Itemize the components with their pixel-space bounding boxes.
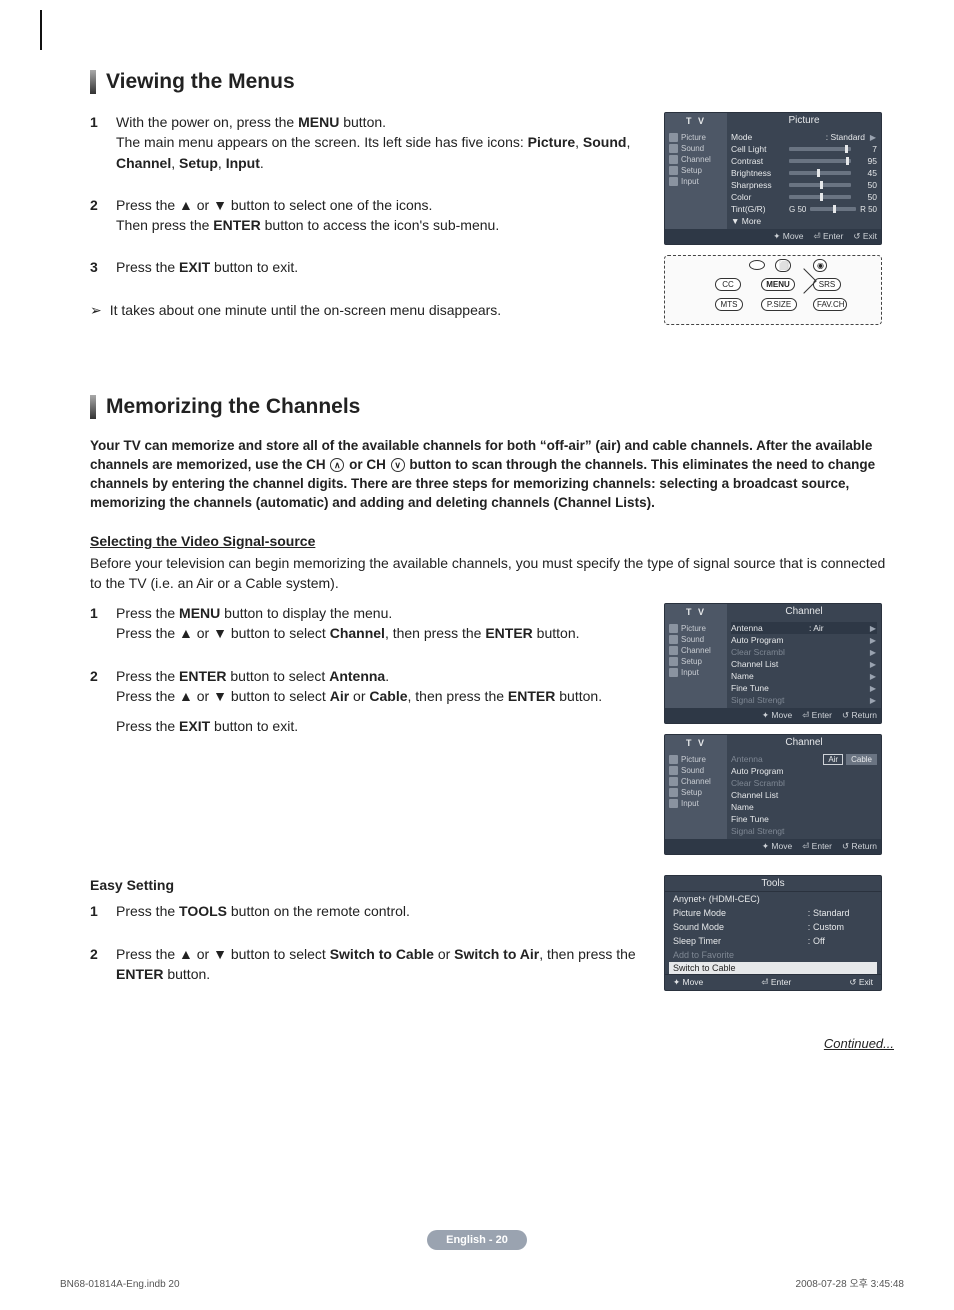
subhead-selecting: Selecting the Video Signal-source bbox=[90, 533, 894, 549]
footer-right: 2008-07-28 오후 3:45:48 bbox=[796, 1275, 904, 1290]
osd-side-item: Sound bbox=[667, 634, 725, 645]
heading-title: Viewing the Menus bbox=[106, 70, 295, 94]
step-body: Press the TOOLS button on the remote con… bbox=[116, 901, 644, 921]
osd-side-item: Channel bbox=[667, 154, 725, 165]
osd-side-item: Channel bbox=[667, 776, 725, 787]
section2-right1: T VChannelPictureSoundChannelSetupInputA… bbox=[664, 603, 894, 865]
osd-side-item: Setup bbox=[667, 165, 725, 176]
step-item: 2Press the ▲ or ▼ button to select Switc… bbox=[90, 944, 644, 985]
remote-button: FAV.CH bbox=[813, 298, 847, 311]
osd-side-item: Sound bbox=[667, 765, 725, 776]
step-number: 2 bbox=[90, 944, 116, 985]
remote-button: ⬜ bbox=[775, 259, 791, 272]
section1-right: T VPicturePictureSoundChannelSetupInputM… bbox=[664, 112, 894, 325]
osd-side-item: Setup bbox=[667, 656, 725, 667]
page-badge: English - 20 bbox=[427, 1230, 527, 1250]
section2-left2: Easy Setting 1Press the TOOLS button on … bbox=[90, 875, 644, 1006]
step-number: 3 bbox=[90, 257, 116, 277]
osd-side-item: Picture bbox=[667, 623, 725, 634]
section2-body2: Easy Setting 1Press the TOOLS button on … bbox=[90, 875, 894, 1006]
easy-setting-heading: Easy Setting bbox=[90, 875, 644, 895]
section1-body: 1With the power on, press the MENU butto… bbox=[90, 112, 894, 325]
osd-side-item: Picture bbox=[667, 132, 725, 143]
section2-right2: ToolsAnynet+ (HDMI-CEC)Picture Mode:Stan… bbox=[664, 875, 894, 1006]
step-number: 1 bbox=[90, 112, 116, 173]
remote-button: CC bbox=[715, 278, 741, 291]
section2-body1: 1Press the MENU button to display the me… bbox=[90, 603, 894, 865]
section2-intro: Your TV can memorize and store all of th… bbox=[90, 437, 894, 513]
crop-mark bbox=[40, 10, 42, 50]
note-text: It takes about one minute until the on-s… bbox=[110, 300, 501, 320]
step-body: With the power on, press the MENU button… bbox=[116, 112, 644, 173]
osd-side-item: Input bbox=[667, 667, 725, 678]
step-item: 1Press the TOOLS button on the remote co… bbox=[90, 901, 644, 921]
remote-button: P.SIZE bbox=[761, 298, 797, 311]
channel-osd-2: T VChannelPictureSoundChannelSetupInputA… bbox=[664, 734, 882, 855]
continued: Continued... bbox=[90, 1036, 894, 1051]
step-item: 2Press the ENTER button to select Antenn… bbox=[90, 666, 644, 737]
remote-diagram: ⬜ ◉ CC MENU SRS MTS P.SIZE FAV.CH bbox=[664, 255, 882, 325]
step-body: Press the ENTER button to select Antenna… bbox=[116, 666, 644, 737]
remote-button: SRS bbox=[813, 278, 841, 291]
remote-button bbox=[749, 260, 765, 270]
page: Viewing the Menus 1With the power on, pr… bbox=[0, 0, 954, 1310]
section1-steps: 1With the power on, press the MENU butto… bbox=[90, 112, 644, 278]
heading-bar bbox=[90, 395, 96, 419]
remote-button: MENU bbox=[761, 278, 795, 291]
step-body: Press the ▲ or ▼ button to select one of… bbox=[116, 195, 644, 236]
heading-bar bbox=[90, 70, 96, 94]
step-body: Press the ▲ or ▼ button to select Switch… bbox=[116, 944, 644, 985]
osd-side-item: Input bbox=[667, 798, 725, 809]
step-item: 2Press the ▲ or ▼ button to select one o… bbox=[90, 195, 644, 236]
osd-side-item: Setup bbox=[667, 787, 725, 798]
heading-title: Memorizing the Channels bbox=[106, 395, 360, 419]
subdesc-selecting: Before your television can begin memoriz… bbox=[90, 553, 894, 594]
footer-left: BN68-01814A-Eng.indb 20 bbox=[60, 1279, 180, 1290]
osd-side-item: Picture bbox=[667, 754, 725, 765]
channel-osd-1: T VChannelPictureSoundChannelSetupInputA… bbox=[664, 603, 882, 724]
step-item: 1Press the MENU button to display the me… bbox=[90, 603, 644, 644]
section1-note: ➢ It takes about one minute until the on… bbox=[90, 300, 644, 320]
remote-button: MTS bbox=[715, 298, 743, 311]
step-item: 1With the power on, press the MENU butto… bbox=[90, 112, 644, 173]
osd-side-item: Input bbox=[667, 176, 725, 187]
step-number: 1 bbox=[90, 901, 116, 921]
step-item: 3Press the EXIT button to exit. bbox=[90, 257, 644, 277]
note-icon: ➢ bbox=[90, 300, 102, 320]
osd-side-item: Channel bbox=[667, 645, 725, 656]
step-body: Press the EXIT button to exit. bbox=[116, 257, 644, 277]
remote-button: ◉ bbox=[813, 259, 827, 272]
step-number: 2 bbox=[90, 666, 116, 737]
step-body: Press the MENU button to display the men… bbox=[116, 603, 644, 644]
section1-left: 1With the power on, press the MENU butto… bbox=[90, 112, 644, 325]
section2-left1: 1Press the MENU button to display the me… bbox=[90, 603, 644, 865]
section2-steps: 1Press the MENU button to display the me… bbox=[90, 603, 644, 736]
step-number: 1 bbox=[90, 603, 116, 644]
osd-side-item: Sound bbox=[667, 143, 725, 154]
step-number: 2 bbox=[90, 195, 116, 236]
picture-osd: T VPicturePictureSoundChannelSetupInputM… bbox=[664, 112, 882, 245]
tools-osd: ToolsAnynet+ (HDMI-CEC)Picture Mode:Stan… bbox=[664, 875, 882, 991]
section-heading-viewing: Viewing the Menus bbox=[90, 70, 894, 94]
section-heading-memorizing: Memorizing the Channels bbox=[90, 395, 894, 419]
easy-steps: 1Press the TOOLS button on the remote co… bbox=[90, 901, 644, 984]
